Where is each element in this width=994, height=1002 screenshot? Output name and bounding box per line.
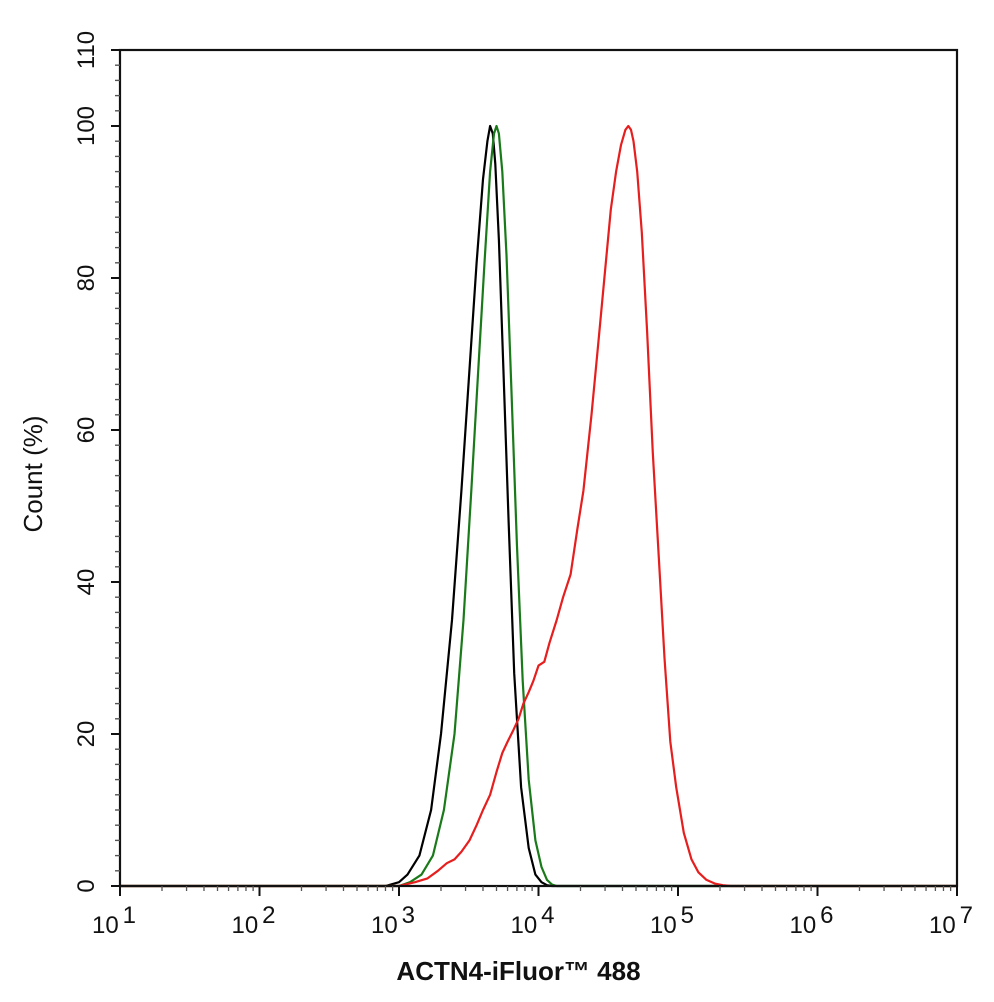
x-tick-label: 10 6 (789, 902, 833, 939)
series-layer (120, 124, 957, 888)
y-tick-label: 110 (73, 31, 100, 69)
x-tick-label: 10 3 (371, 902, 415, 939)
x-tick-label: 10 2 (231, 902, 275, 939)
x-tick-label: 10 5 (650, 902, 694, 939)
x-axis-title: ACTN4-iFluor™ 488 (396, 956, 640, 986)
y-tick-label: 80 (73, 265, 100, 292)
y-tick-label: 100 (73, 106, 100, 146)
x-tick-label: 10 7 (929, 902, 973, 939)
y-tick-label: 0 (73, 879, 100, 892)
axis-layer: 0 20 40 60 80 100 110 10 1 10 2 10 3 10 4 10 5 10 6 10 7 (73, 31, 973, 939)
histogram-series-3 (120, 124, 957, 888)
x-tick-label: 10 1 (92, 902, 136, 939)
y-tick-label: 60 (73, 417, 100, 444)
y-tick-label: 20 (73, 721, 100, 748)
histogram-series-1 (120, 124, 957, 888)
y-axis-title: Count (%) (18, 415, 48, 532)
histogram-series-2 (120, 124, 957, 888)
y-tick-label: 40 (73, 569, 100, 596)
plot-frame (118, 48, 959, 888)
x-tick-label: 10 4 (510, 902, 554, 939)
